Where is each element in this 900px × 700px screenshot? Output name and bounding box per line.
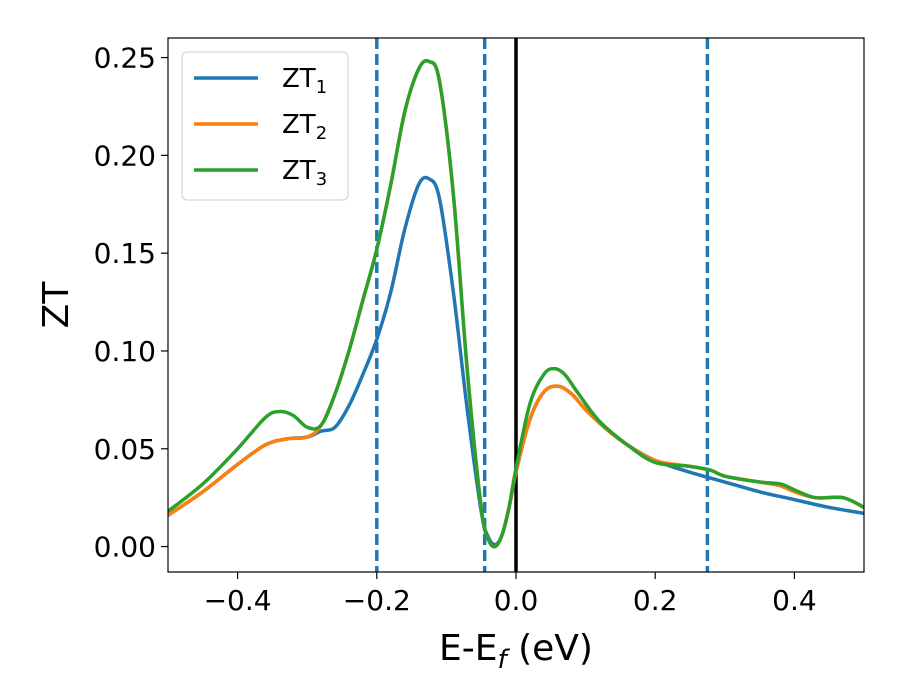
y-axis-label: ZT xyxy=(36,281,77,329)
x-axis: −0.4 −0.2 0.0 0.2 0.4 xyxy=(204,572,817,617)
x-tick-label: 0.0 xyxy=(494,584,539,617)
y-axis: 0.00 0.05 0.10 0.15 0.20 0.25 xyxy=(94,42,168,564)
x-tick-label: 0.2 xyxy=(633,584,678,617)
reference-lines xyxy=(375,38,710,572)
y-tick-label: 0.05 xyxy=(94,433,156,466)
x-tick-label: −0.4 xyxy=(204,584,272,617)
legend-label-zt3: ZT3 xyxy=(282,156,327,190)
y-tick-label: 0.00 xyxy=(94,531,156,564)
legend-label-zt2: ZT2 xyxy=(282,110,327,144)
series-line-zt3 xyxy=(168,58,864,549)
x-axis-label: E-Ef (eV) xyxy=(439,628,593,675)
x-tick-label: −0.2 xyxy=(343,584,411,617)
legend-frame xyxy=(181,51,349,201)
series-layer xyxy=(168,58,864,549)
y-tick-label: 0.10 xyxy=(94,335,156,368)
y-tick-label: 0.20 xyxy=(94,139,156,172)
legend-label-zt1: ZT1 xyxy=(282,64,327,98)
legend: ZT1 ZT2 ZT3 xyxy=(181,51,349,201)
y-tick-label: 0.25 xyxy=(94,42,156,75)
y-tick-label: 0.15 xyxy=(94,237,156,270)
x-tick-label: 0.4 xyxy=(772,584,817,617)
